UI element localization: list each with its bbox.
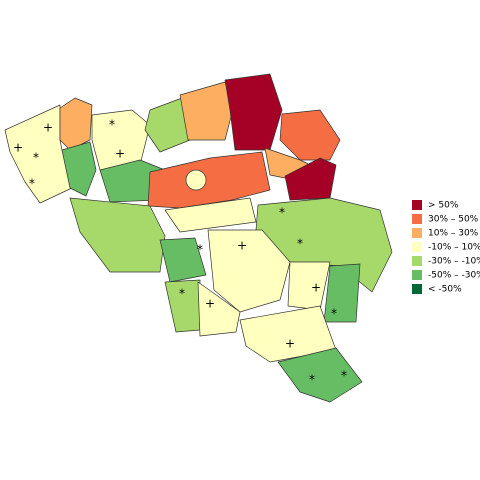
symbol: +: [13, 141, 23, 155]
symbols: + + * * * + + * * + * * + * + * *: [13, 118, 347, 387]
legend-swatch: [412, 270, 422, 280]
symbol: *: [297, 237, 303, 251]
symbol: +: [237, 239, 247, 253]
region: [69, 197, 166, 273]
region: [164, 197, 257, 233]
legend-swatch: [412, 228, 422, 238]
legend-label: -10% – 10%: [428, 243, 480, 253]
region: [277, 347, 363, 403]
legend-label: 10% – 30%: [428, 229, 479, 239]
legend-swatch: [412, 256, 422, 266]
region: [279, 109, 341, 161]
legend-label: > 50%: [428, 201, 459, 211]
symbol: *: [197, 243, 203, 257]
symbol: *: [309, 373, 315, 387]
symbol: *: [179, 287, 185, 301]
legend-swatch: [412, 200, 422, 210]
region: [185, 169, 207, 191]
region: [147, 151, 271, 209]
symbol: *: [341, 369, 347, 383]
region: [197, 281, 241, 337]
region: [284, 157, 337, 201]
region: [144, 97, 191, 153]
region: [323, 263, 361, 323]
legend-label: < -50%: [428, 285, 462, 295]
symbol: +: [311, 281, 321, 295]
legend-label: -30% – -10%: [428, 257, 480, 267]
symbol: +: [43, 121, 53, 135]
region: [159, 237, 207, 283]
region: [59, 97, 93, 151]
legend-label: -50% – -30%: [428, 271, 480, 281]
symbol: +: [115, 147, 125, 161]
region: [179, 81, 235, 141]
regions: [4, 73, 393, 403]
region: [207, 229, 291, 313]
legend-swatch: [412, 242, 422, 252]
legend: > 50% 30% – 50% 10% – 30% -10% – 10% -30% – …: [412, 200, 480, 295]
symbol: *: [279, 206, 285, 220]
legend-swatch: [412, 214, 422, 224]
symbol: +: [205, 297, 215, 311]
legend-label: 30% – 50%: [428, 215, 479, 225]
region: [61, 141, 97, 197]
symbol: +: [285, 337, 295, 351]
legend-swatch: [412, 284, 422, 294]
symbol: *: [109, 118, 115, 132]
symbol: *: [29, 177, 35, 191]
region: [287, 261, 331, 311]
symbol: *: [331, 307, 337, 321]
region: [224, 73, 283, 151]
symbol: *: [33, 151, 39, 165]
